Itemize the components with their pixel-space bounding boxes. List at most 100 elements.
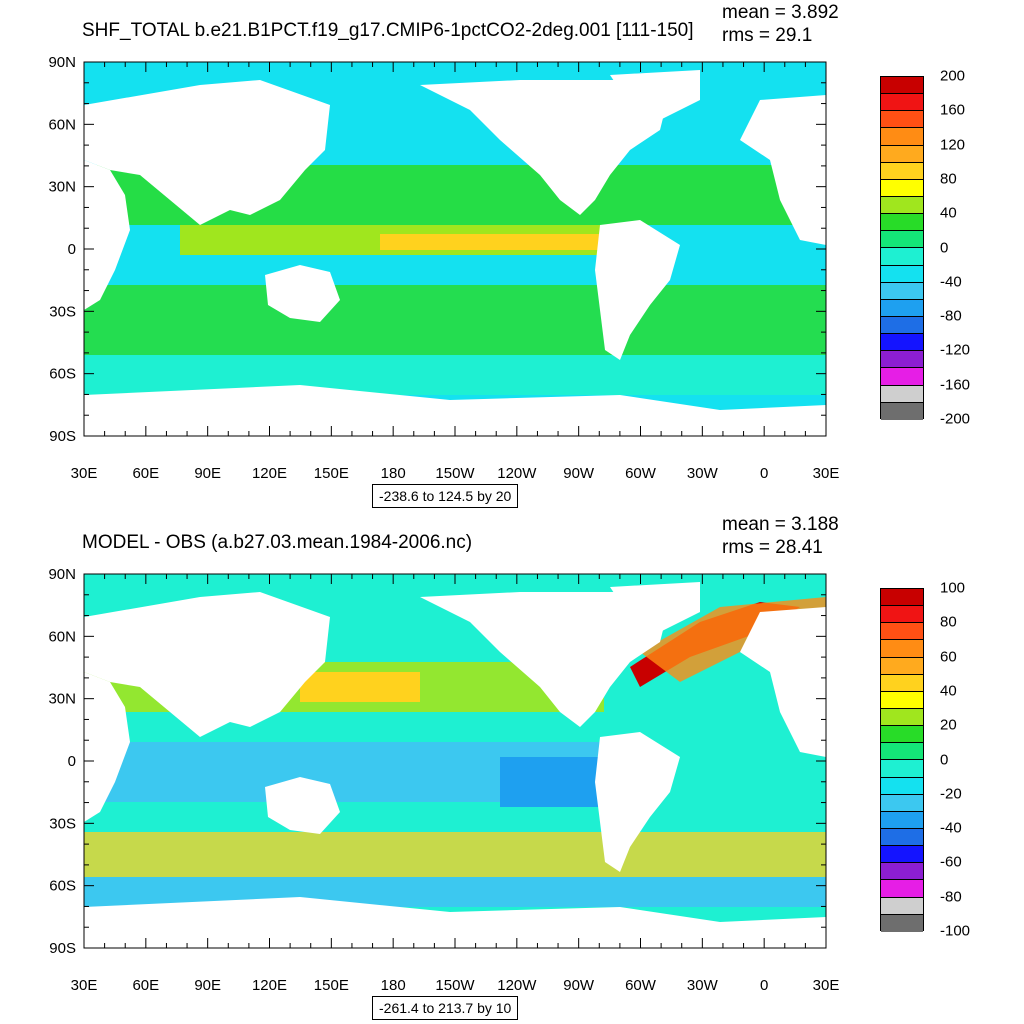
bottom-panel-title: MODEL - OBS (a.b27.03.mean.1984-2006.nc)	[82, 532, 473, 553]
top-panel-title: SHF_TOTAL b.e21.B1PCT.f19_g17.CMIP6-1pct…	[82, 20, 694, 41]
lon-tick-label: 120W	[497, 465, 537, 482]
colorbar-label: 0	[940, 751, 949, 768]
lat-tick-label: 30S	[49, 303, 76, 320]
colorbar-swatch	[881, 94, 923, 112]
top-rms-value: rms = 29.1	[722, 25, 813, 46]
bottom-land-europe-right	[740, 607, 826, 757]
colorbar-label: -80	[940, 307, 962, 325]
colorbar-label: -160	[940, 376, 971, 394]
lon-tick-label: 0	[760, 465, 768, 482]
top-contour-range: -238.6 to 124.5 by 20	[372, 484, 519, 508]
colorbar-swatch	[881, 640, 923, 658]
lon-tick-label: 60E	[132, 465, 159, 482]
colorbar-swatch	[881, 897, 923, 915]
colorbar-label: 120	[940, 136, 966, 154]
lon-tick-label: 150E	[314, 465, 349, 482]
colorbar-label: 60	[940, 648, 957, 666]
bottom-land	[84, 582, 826, 922]
colorbar-label: 80	[940, 170, 957, 188]
lon-tick-label: 90E	[194, 465, 221, 482]
colorbar-label: -20	[940, 785, 962, 803]
colorbar-label: 0	[940, 239, 949, 256]
top-land-africa	[84, 160, 130, 310]
lon-tick-label: 120E	[252, 465, 287, 482]
colorbar-swatch	[881, 351, 923, 369]
top-land-antarctica	[84, 385, 826, 410]
colorbar-swatch	[881, 128, 923, 146]
top-equatorial-warm	[380, 234, 600, 250]
colorbar-label: 160	[940, 101, 966, 119]
colorbar-swatch	[881, 385, 923, 403]
colorbar-label: 20	[940, 716, 957, 734]
colorbar-swatch	[881, 589, 923, 607]
colorbar-label: -60	[940, 853, 962, 871]
top-map-plot: 90N 60N 30N 0 30S 60S 90S 30E 60E 90E 120E 150E 180…	[48, 54, 840, 482]
lon-tick-label: 30W	[687, 977, 719, 994]
colorbar-label: -40	[940, 819, 962, 837]
bottom-map-panel: 90N 60N 30N 0 30S 60S 90S 30E 60E 90E 120E 150E 180…	[0, 512, 1024, 1024]
colorbar-swatch	[881, 196, 923, 215]
lat-tick-label: 0	[68, 241, 76, 258]
colorbar-swatch	[881, 334, 923, 352]
lon-tick-label: 60W	[625, 465, 657, 482]
bottom-mean-value: mean = 3.188	[722, 514, 839, 535]
lat-tick-label: 0	[68, 753, 76, 770]
lon-tick-label: 30W	[687, 465, 719, 482]
lon-tick-label: 90W	[563, 977, 595, 994]
colorbar-swatch	[881, 111, 923, 129]
colorbar-swatch	[881, 674, 923, 692]
bottom-kuroshio	[300, 672, 420, 702]
lon-tick-label: 30E	[71, 465, 98, 482]
bottom-land-antarctica	[84, 897, 826, 922]
top-land-samerica	[595, 220, 680, 360]
colorbar-label: 80	[940, 613, 957, 631]
colorbar-label: 40	[940, 204, 957, 222]
lon-tick-label: 30E	[813, 977, 840, 994]
colorbar-swatch	[881, 231, 923, 249]
lon-tick-label: 0	[760, 977, 768, 994]
lat-tick-label: 30S	[49, 815, 76, 832]
lat-tick-label: 90N	[48, 566, 76, 583]
lat-tick-label: 90S	[49, 940, 76, 957]
bottom-rms-value: rms = 28.41	[722, 537, 823, 558]
top-mean-value: mean = 3.892	[722, 2, 839, 23]
colorbar-swatch	[881, 402, 923, 420]
colorbar-swatch	[881, 708, 923, 727]
top-colorbar	[880, 76, 924, 420]
lat-tick-label: 60S	[49, 878, 76, 895]
lon-tick-label: 180	[381, 977, 406, 994]
lon-tick-label: 120E	[252, 977, 287, 994]
bottom-land-africa	[84, 672, 130, 822]
colorbar-swatch	[881, 846, 923, 864]
colorbar-swatch	[881, 863, 923, 881]
colorbar-swatch	[881, 914, 923, 932]
top-land	[84, 70, 826, 410]
top-lat-axis: 90N 60N 30N 0 30S 60S 90S	[48, 54, 826, 445]
lon-tick-label: 150W	[435, 465, 475, 482]
lon-tick-label: 120W	[497, 977, 537, 994]
colorbar-swatch	[881, 760, 923, 778]
colorbar-swatch	[881, 743, 923, 761]
lat-tick-label: 60N	[48, 628, 76, 645]
top-lon-axis: 30E 60E 90E 120E 150E 180 150W 120W 90W 60W 30W 0 30…	[71, 62, 840, 482]
bottom-southern-warm	[84, 832, 826, 877]
colorbar-swatch	[881, 248, 923, 266]
colorbar-label: -120	[940, 341, 971, 359]
colorbar-swatch	[881, 828, 923, 847]
lon-tick-label: 30E	[813, 465, 840, 482]
bottom-lon-axis: 30E 60E 90E 120E 150E 180 150W 120W 90W 60W 30W 0 30…	[71, 574, 840, 994]
bottom-map-plot: 90N 60N 30N 0 30S 60S 90S 30E 60E 90E 120E 150E 180…	[48, 566, 840, 994]
top-southern-ocean	[84, 355, 826, 395]
bottom-land-eurasia	[84, 592, 330, 737]
colorbar-label: -40	[940, 273, 962, 291]
colorbar-label: -80	[940, 888, 962, 906]
bottom-east-pacific-cold	[500, 757, 600, 807]
colorbar-label: 40	[940, 682, 957, 700]
colorbar-label: -100	[940, 922, 971, 940]
colorbar-swatch	[881, 282, 923, 300]
bottom-land-samerica	[595, 732, 680, 872]
top-land-eurasia	[84, 80, 330, 225]
colorbar-swatch	[881, 657, 923, 675]
lat-tick-label: 90N	[48, 54, 76, 71]
lat-tick-label: 30N	[48, 691, 76, 708]
